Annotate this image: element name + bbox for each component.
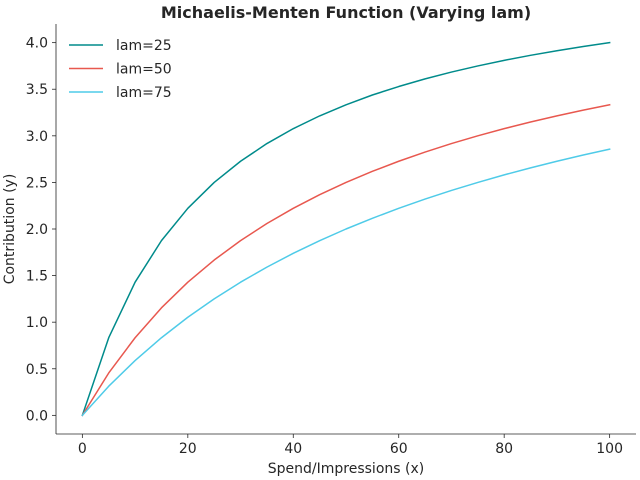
y-axis-label: Contribution (y) <box>2 174 18 285</box>
y-tick-label: 1.5 <box>26 269 48 285</box>
y-tick-label: 0.0 <box>26 408 48 424</box>
x-tick-label: 60 <box>390 441 408 457</box>
y-tick-label: 2.0 <box>26 222 48 238</box>
legend-label-2: lam=50 <box>116 62 172 78</box>
series-line-3 <box>81 148 611 417</box>
x-tick-label: 0 <box>78 441 87 457</box>
y-tick-label: 2.5 <box>26 175 48 191</box>
y-tick-label: 3.5 <box>26 82 48 98</box>
y-tick-label: 3.0 <box>26 129 48 145</box>
legend-label-3: lam=75 <box>116 85 172 101</box>
x-tick-label: 20 <box>179 441 197 457</box>
x-tick-label: 80 <box>495 441 513 457</box>
legend: lam=25 lam=50 lam=75 <box>69 38 172 101</box>
x-tick-label: 40 <box>284 441 302 457</box>
plot-area <box>81 41 611 417</box>
series-line-1 <box>81 41 611 417</box>
x-axis-label: Spend/Impressions (x) <box>268 461 424 477</box>
x-axis-ticks: 0 20 40 60 80 100 <box>78 434 623 457</box>
y-tick-label: 0.5 <box>26 362 48 378</box>
y-tick-label: 4.0 <box>26 36 48 52</box>
legend-label-1: lam=25 <box>116 38 172 54</box>
y-axis-ticks: 0.0 0.5 1.0 1.5 2.0 2.5 3.0 3.5 4.0 <box>26 36 56 424</box>
chart-title: Michaelis-Menten Function (Varying lam) <box>161 3 531 22</box>
series-line-2 <box>81 103 611 417</box>
y-tick-label: 1.0 <box>26 315 48 331</box>
x-tick-label: 100 <box>596 441 623 457</box>
